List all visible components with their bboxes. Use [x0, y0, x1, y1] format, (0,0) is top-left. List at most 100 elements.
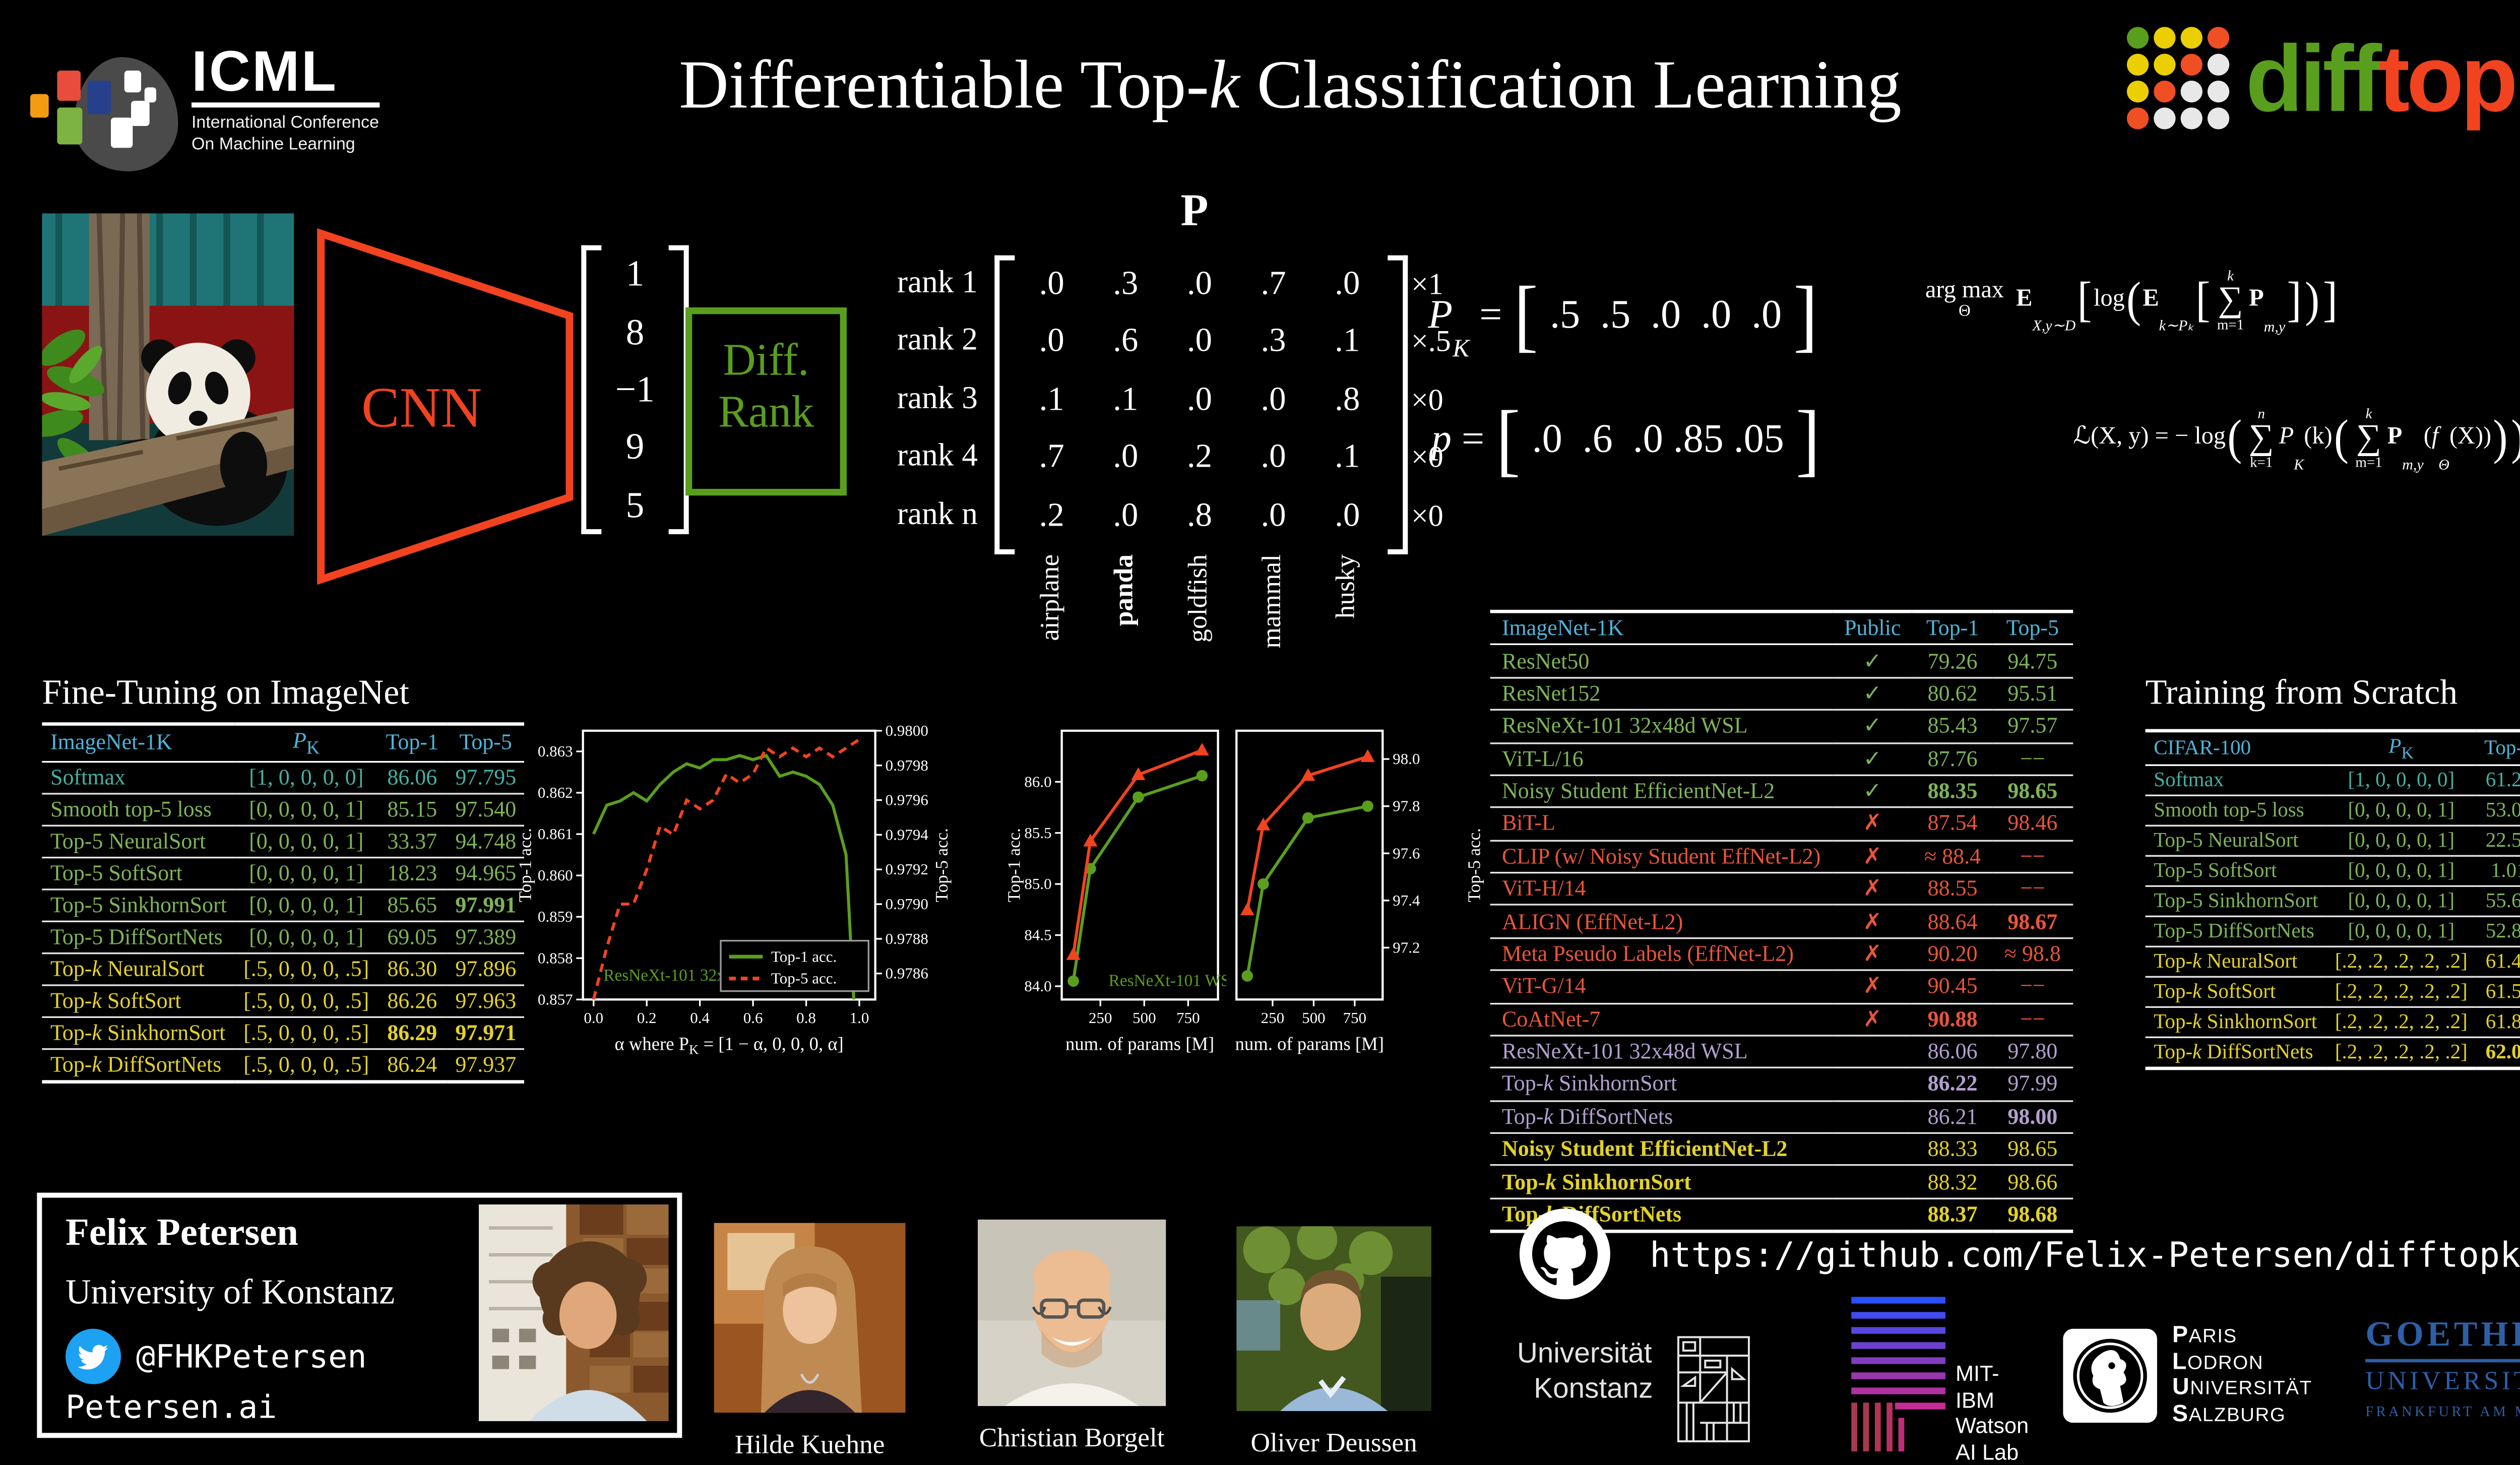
logo-dot: [2153, 27, 2175, 49]
christian-photo: [977, 1219, 1166, 1406]
logo-mit-ibm: MIT-IBM Watson AI Lab: [1845, 1297, 2029, 1464]
matrix-cell: .1: [1335, 438, 1360, 476]
twitter-handle[interactable]: @FHKPetersen: [136, 1337, 367, 1375]
oliver-photo: [1236, 1219, 1431, 1411]
logo-dot: [2153, 53, 2175, 76]
svg-text:Top-5 acc.: Top-5 acc.: [1465, 828, 1484, 902]
formula-token: f: [2431, 423, 2439, 451]
value-cell: [1832, 1034, 1913, 1068]
value-cell: 85.43: [1912, 709, 1993, 743]
svg-text:0.859: 0.859: [538, 908, 573, 925]
value-cell: 97.971: [447, 1015, 525, 1049]
column-header: Top-1: [377, 722, 447, 762]
formula-token: m,y: [2263, 319, 2286, 336]
plus-line: SALZBURG: [2172, 1398, 2286, 1426]
value-cell: [0, 0, 0, 0, 1]: [2326, 916, 2476, 947]
svg-text:Top-1 acc.: Top-1 acc.: [1004, 828, 1024, 902]
table-row: Top-k DiffSortNets 86.21 98.00: [1490, 1100, 2073, 1133]
author-website[interactable]: Petersen.ai: [65, 1389, 277, 1426]
value-cell: 90.20: [1912, 937, 1993, 971]
formula-token: P: [2279, 423, 2294, 451]
table-row: ResNeXt-101 32x48d WSL ✓ 85.43 97.57: [1490, 709, 2073, 743]
svg-text:0.861: 0.861: [538, 825, 573, 843]
class-labels: airplane panda goldfish mammal husky: [1015, 554, 1384, 722]
value-cell: [0, 0, 0, 0, 1]: [235, 888, 377, 921]
logo-dot: [2207, 107, 2229, 130]
value-cell: 88.55: [1912, 871, 1993, 906]
value-cell: [0, 0, 0, 0, 1]: [2326, 856, 2476, 887]
table-row: Top-k DiffSortNets [.5, 0, 0, 0, .5] 86.24…: [42, 1047, 525, 1081]
panda-input-image: [42, 213, 294, 536]
row-label: BiT-L: [1490, 806, 1833, 841]
svg-text:0.9794: 0.9794: [886, 825, 929, 843]
value-cell: 88.32: [1912, 1165, 1993, 1198]
column-header: Public: [1832, 610, 1913, 646]
svg-text:0.862: 0.862: [538, 784, 573, 801]
svg-text:0.863: 0.863: [538, 742, 573, 760]
cnn-label: CNN: [361, 376, 482, 439]
table-row: ALIGN (EffNet-L2) ✗ 88.64 98.67: [1490, 904, 2073, 938]
row-label: Top-5 SoftSort: [2145, 856, 2327, 887]
formula-token: log: [2094, 286, 2125, 313]
table-row: Top-k SinkhornSort [.2, .2, .2, .2, .2] 61…: [2145, 1007, 2520, 1038]
logo-dot: [2153, 107, 2175, 130]
plus-line: LODRON: [2172, 1346, 2264, 1373]
hilde-photo: [714, 1223, 906, 1413]
formula-token: ℒ(X, y) = − log: [2073, 423, 2226, 451]
value-cell: 97.991: [447, 888, 525, 921]
rank-label: rank 1: [897, 265, 978, 301]
formula-token: [2004, 286, 2016, 314]
plus-text: PARIS LODRON UNIVERSITÄT SALZBURG: [2172, 1322, 2312, 1428]
svg-text:0.9790: 0.9790: [886, 895, 928, 913]
value-cell: 62.00: [2476, 1037, 2520, 1069]
coauthor-name: Oliver Deussen: [1250, 1429, 1417, 1458]
row-label: Top-5 NeuralSort: [42, 824, 235, 857]
svg-text:0.9788: 0.9788: [886, 930, 928, 947]
row-label: Noisy Student EfficientNet-L2: [1490, 774, 1833, 808]
value-cell: [1, 0, 0, 0, 0]: [235, 760, 377, 793]
table-row: Top-k NeuralSort [.5, 0, 0, 0, .5] 86.30 97…: [42, 951, 525, 985]
params-top5-plot: 250 500 750 97.2 97.4 97.6 97.8 98.0 Top-5 acc. n…: [1235, 729, 1484, 1054]
table-row: Top-k NeuralSort[.2, .2, .2, .2, .2]61.4…: [2145, 946, 2520, 978]
results-table: ImageNet-1K Public Top-1 Top-5 ResNet50 ✓ 79.2…: [1490, 610, 2073, 1234]
column-header: CIFAR-100: [2145, 729, 2327, 767]
svg-text:250: 250: [1089, 1009, 1112, 1027]
value-cell: ✓: [1832, 774, 1913, 808]
value-cell: 1.01: [2476, 856, 2520, 887]
row-label: Top-5 DiffSortNets: [42, 920, 235, 953]
column-header: Top-1: [2476, 729, 2520, 767]
multiplier: ×.5: [1411, 325, 1451, 359]
logo-dot: [2153, 80, 2175, 103]
value-cell: 86.26: [377, 984, 447, 1017]
table-row: Top-5 DiffSortNets[0, 0, 0, 0, 1]52.8184…: [2145, 916, 2520, 947]
column-header: Top-5: [1992, 610, 2073, 646]
svg-text:0.9796: 0.9796: [886, 791, 928, 809]
matrix-cell: .8: [1186, 496, 1212, 534]
author-name: Felix Petersen: [65, 1211, 298, 1253]
value-cell: [1, 0, 0, 0, 0]: [2326, 765, 2476, 796]
imagenet-comparison-table: ImageNet-1K Public Top-1 Top-5 ResNet50 ✓ 79.2…: [1490, 610, 2073, 1234]
matrix-cell: .0: [1039, 265, 1064, 302]
fine-tuning-table: ImageNet-1K PK Top-1 Top-5 Softmax [1, 0, 0, …: [42, 722, 525, 1083]
svg-text:97.4: 97.4: [1393, 891, 1420, 909]
matrix-cell: .6: [1113, 323, 1139, 360]
svg-text:0.2: 0.2: [637, 1009, 657, 1027]
value-cell: 94.965: [447, 856, 525, 889]
value-cell: [.2, .2, .2, .2, .2]: [2326, 946, 2476, 978]
value-cell: ✓: [1832, 644, 1913, 678]
value-cell: ≈ 88.4: [1912, 839, 1993, 873]
value-cell: 97.937: [447, 1047, 525, 1081]
value-cell: 97.795: [447, 760, 525, 793]
logo-dot: [2126, 80, 2149, 103]
row-label: Top-k SoftSort: [42, 984, 235, 1017]
row-label: Top-k SinkhornSort: [42, 1015, 235, 1049]
table-row: Smooth top-5 loss[0, 0, 0, 0, 1]53.0785.…: [2145, 795, 2520, 826]
value-cell: ✗: [1832, 806, 1913, 841]
formula-token: (: [2423, 423, 2432, 451]
value-cell: 79.26: [1912, 644, 1993, 678]
score-value: 9: [625, 425, 645, 468]
github-url[interactable]: https://github.com/Felix-Petersen/diffto…: [1650, 1234, 2520, 1275]
formula-token: k ∑ m=1: [2355, 405, 2382, 470]
row-label: Softmax: [42, 760, 235, 793]
matrix-cell: .0: [1261, 381, 1286, 418]
